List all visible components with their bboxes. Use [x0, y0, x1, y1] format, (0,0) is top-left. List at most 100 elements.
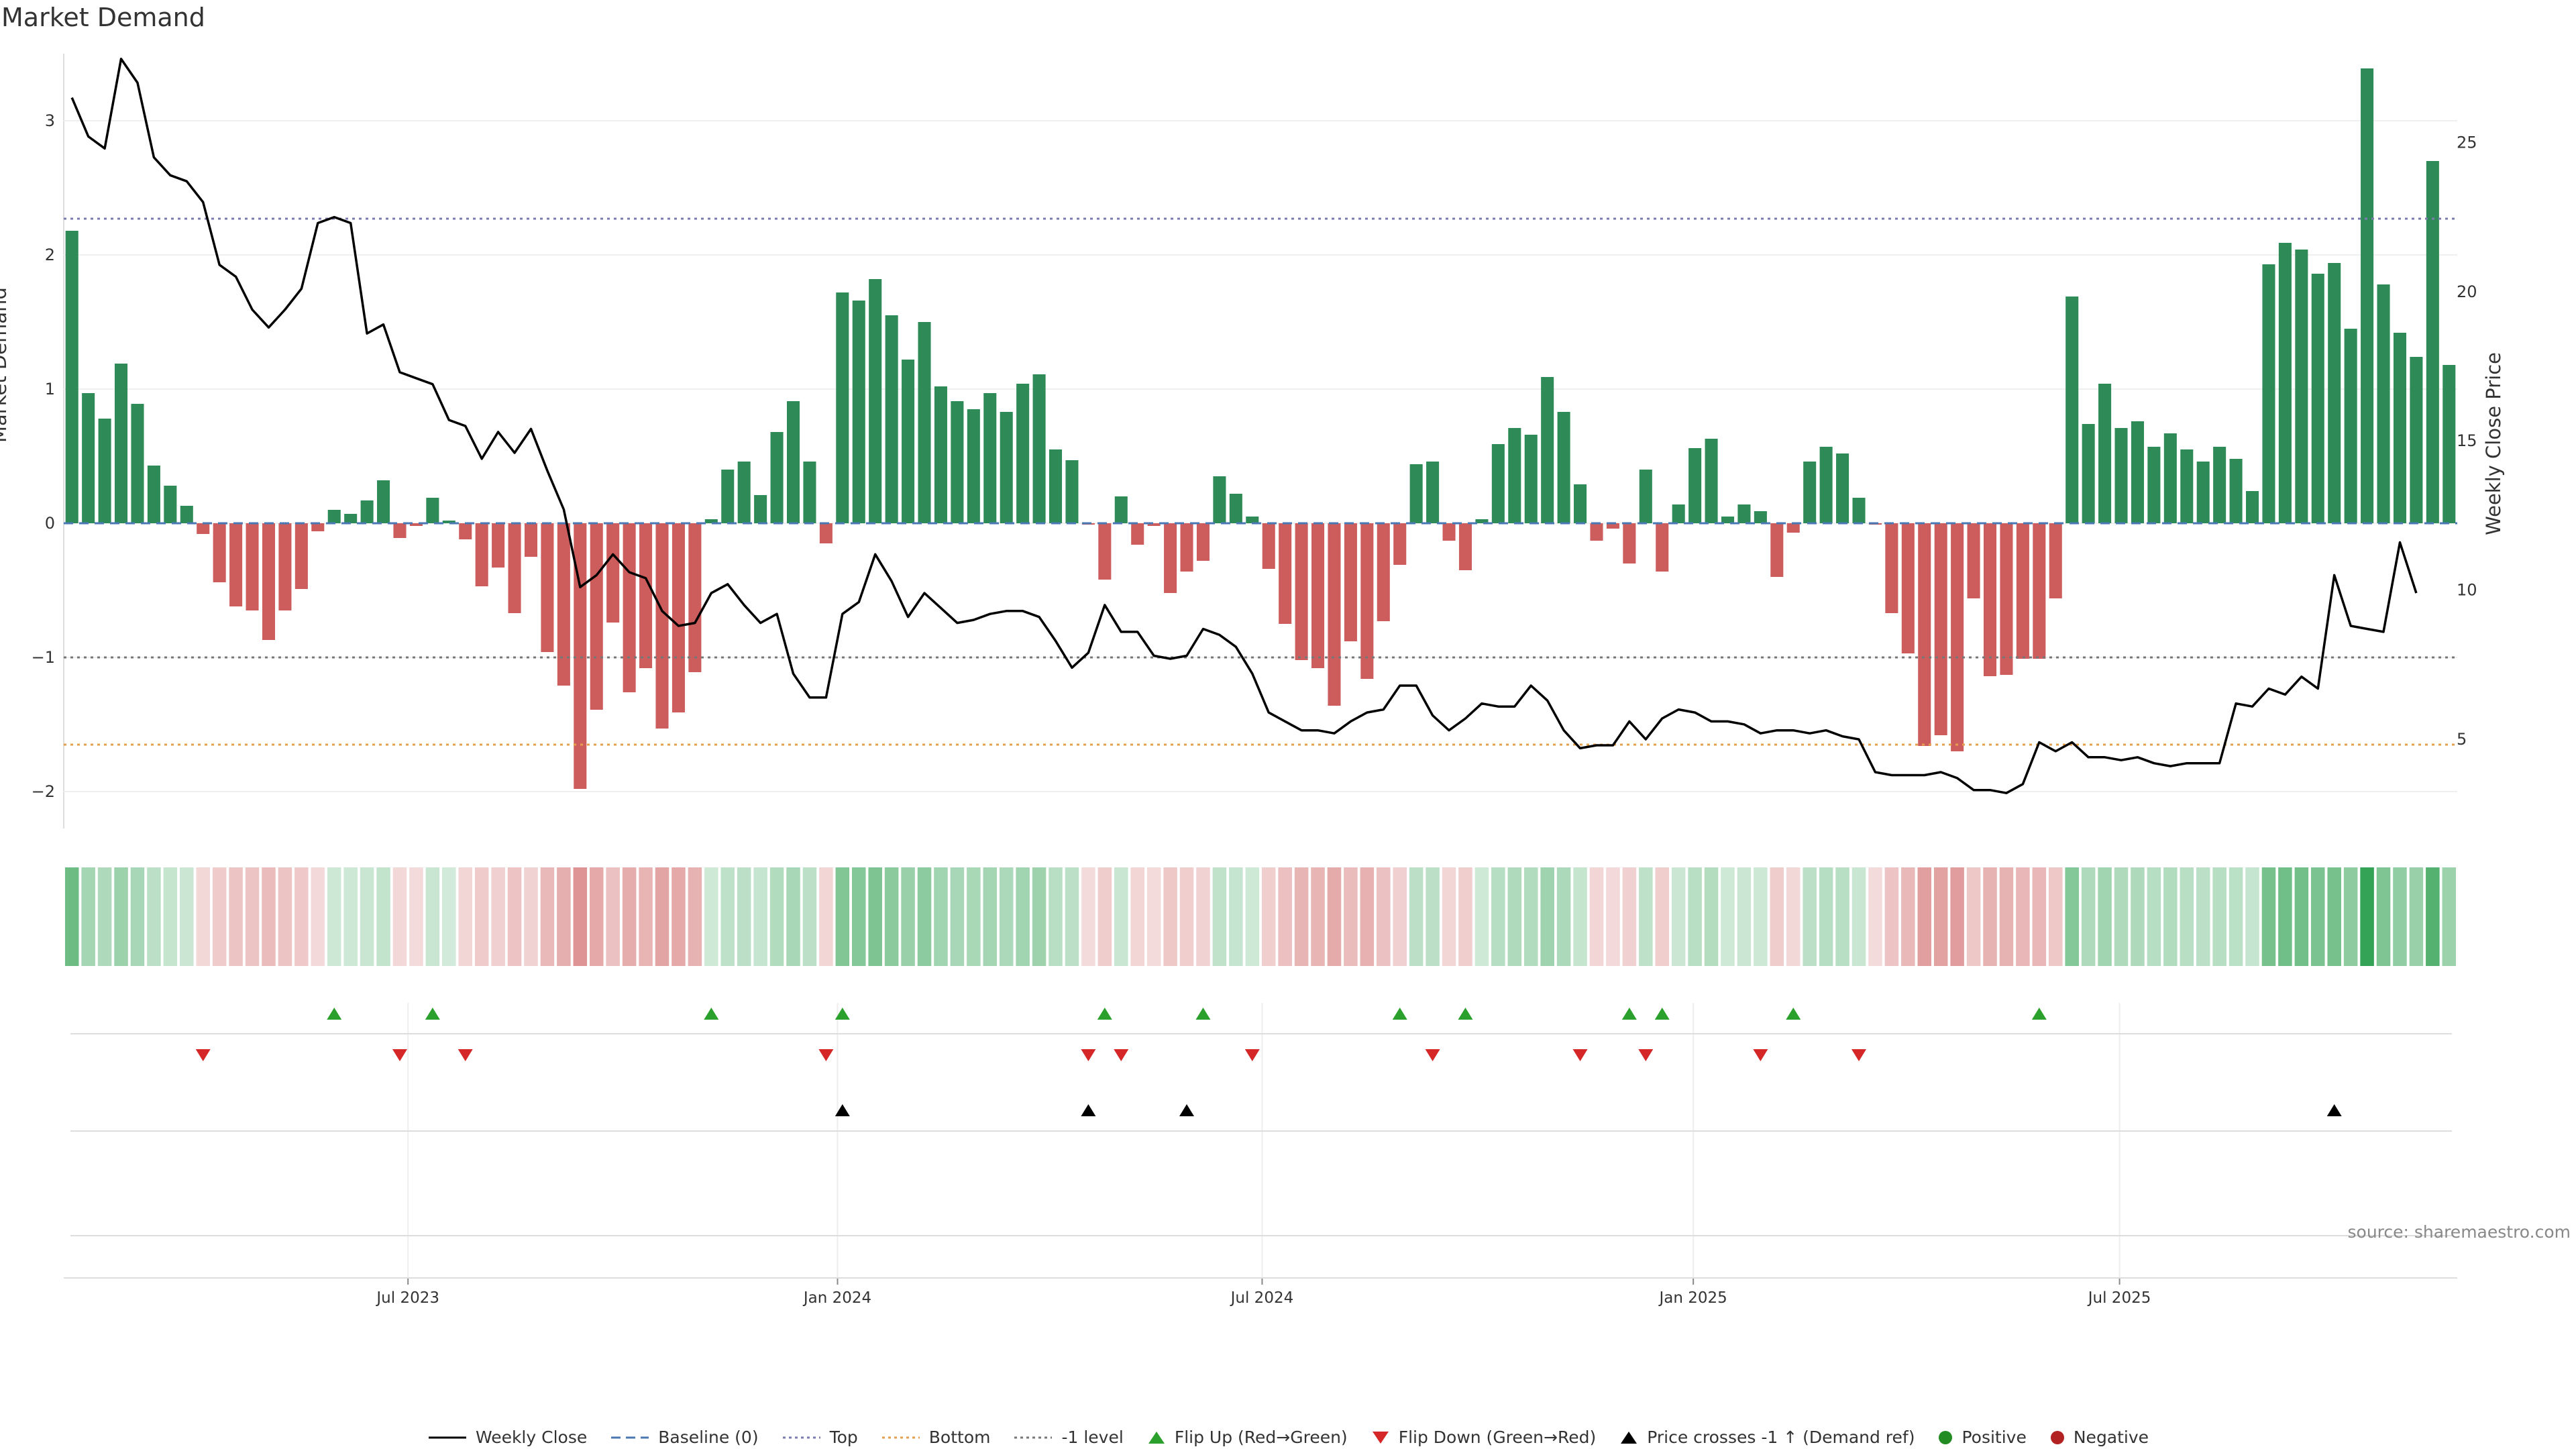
heat-strip-cell — [1966, 867, 1981, 966]
heat-strip-cell — [1639, 867, 1653, 966]
source-note: source: sharemaestro.com — [2347, 1222, 2571, 1242]
heat-strip-cell — [1655, 867, 1670, 966]
demand-bar — [426, 498, 439, 523]
demand-bar — [1295, 523, 1308, 660]
heat-strip-cell — [655, 867, 669, 966]
demand-bar — [2361, 68, 2374, 523]
price-cross-marker — [1179, 1104, 1195, 1116]
heat-strip-cell — [2245, 867, 2259, 966]
heat-strip-cell — [672, 867, 686, 966]
heat-strip-cell — [1458, 867, 1472, 966]
heat-strip-cell — [64, 867, 79, 966]
y2-axis-label: Weekly Close Price — [2482, 352, 2505, 535]
flip-up-marker — [1195, 1008, 1211, 1020]
heat-strip-cell — [999, 867, 1014, 966]
demand-bar — [803, 462, 816, 523]
flip-down-marker — [1114, 1049, 1129, 1061]
triangle-down-icon — [1372, 1431, 1389, 1444]
heat-strip-cell — [851, 867, 866, 966]
demand-bar — [164, 486, 177, 523]
flip-up-marker — [1621, 1008, 1637, 1020]
demand-bar — [1180, 523, 1193, 572]
demand-bar — [770, 432, 784, 523]
y-tick-label: 2 — [45, 246, 55, 264]
legend-label: -1 level — [1061, 1428, 1124, 1447]
legend-label: Bottom — [928, 1428, 991, 1447]
heat-strip-cell — [2131, 867, 2145, 966]
demand-bar — [704, 519, 718, 523]
heat-strip-cell — [1589, 867, 1604, 966]
heat-strip-cell — [540, 867, 555, 966]
demand-bar — [1311, 523, 1325, 668]
demand-bar — [115, 364, 128, 523]
demand-bar — [1901, 523, 1915, 653]
heat-strip-cell — [524, 867, 538, 966]
heat-strip-cell — [639, 867, 653, 966]
y2-tick-label: 15 — [2457, 431, 2477, 450]
heat-strip-cell — [967, 867, 981, 966]
heat-strip-cell — [245, 867, 260, 966]
demand-bar — [1590, 523, 1603, 541]
demand-bar — [508, 523, 521, 613]
heat-strip-cell — [737, 867, 751, 966]
heat-strip-cell — [1229, 867, 1243, 966]
heat-strip-cell — [917, 867, 932, 966]
heat-strip-cell — [1901, 867, 1915, 966]
flip-up-marker — [835, 1008, 850, 1020]
heat-strip-cell — [1754, 867, 1768, 966]
heat-strip-cell — [392, 867, 407, 966]
heat-strip-cell — [1622, 867, 1637, 966]
heat-strip-cell — [360, 867, 374, 966]
heat-strip-cell — [786, 867, 800, 966]
demand-bar — [819, 523, 833, 543]
heat-strip-cell — [311, 867, 325, 966]
heat-strip-cell — [180, 867, 194, 966]
heat-strip-cell — [1573, 867, 1587, 966]
demand-bar — [2163, 433, 2177, 523]
heat-strip-cell — [1507, 867, 1522, 966]
heat-strip-cell — [1360, 867, 1375, 966]
legend-label: Top — [829, 1428, 858, 1447]
demand-bar — [2016, 523, 2029, 659]
heat-strip-cell — [2032, 867, 2047, 966]
heat-strip-cell — [229, 867, 243, 966]
demand-bar — [2147, 447, 2161, 523]
demand-bar — [606, 523, 620, 623]
flip-down-marker — [1572, 1049, 1588, 1061]
y-tick-label: −2 — [32, 782, 55, 801]
demand-bar — [65, 231, 78, 523]
demand-bar — [541, 523, 554, 652]
demand-bar — [2033, 523, 2046, 659]
heat-strip-cell — [819, 867, 833, 966]
flip-up-marker — [1786, 1008, 1801, 1020]
demand-bar — [2229, 459, 2243, 523]
triangle-up-icon — [1621, 1431, 1638, 1444]
heat-strip-cell — [147, 867, 161, 966]
flip-down-marker — [195, 1049, 211, 1061]
demand-bar — [2262, 264, 2275, 523]
heat-strip-cell — [1917, 867, 1932, 966]
heat-strip-cell — [1950, 867, 1964, 966]
demand-bar — [2393, 333, 2406, 523]
heat-strip-cell — [1294, 867, 1309, 966]
heat-strip-cell — [1737, 867, 1752, 966]
demand-bar — [557, 523, 570, 686]
demand-bar — [2278, 243, 2292, 523]
demand-bar — [1246, 517, 1259, 523]
heat-strip-cell — [2147, 867, 2161, 966]
demand-bar — [1229, 494, 1242, 523]
flip-down-marker — [1244, 1049, 1260, 1061]
heat-strip-cell — [212, 867, 227, 966]
flip-up-marker — [327, 1008, 342, 1020]
demand-bar — [1967, 523, 1980, 598]
heat-strip-cell — [753, 867, 767, 966]
demand-bar — [1918, 523, 1931, 746]
demand-bar — [1803, 462, 1817, 523]
legend-baseline: Baseline (0) — [610, 1428, 759, 1447]
heat-strip-cell — [2065, 867, 2079, 966]
demand-bar — [1409, 464, 1423, 523]
demand-bar — [1131, 523, 1144, 545]
legend-positive: Positive — [1937, 1428, 2027, 1447]
dot-icon — [2050, 1430, 2064, 1444]
